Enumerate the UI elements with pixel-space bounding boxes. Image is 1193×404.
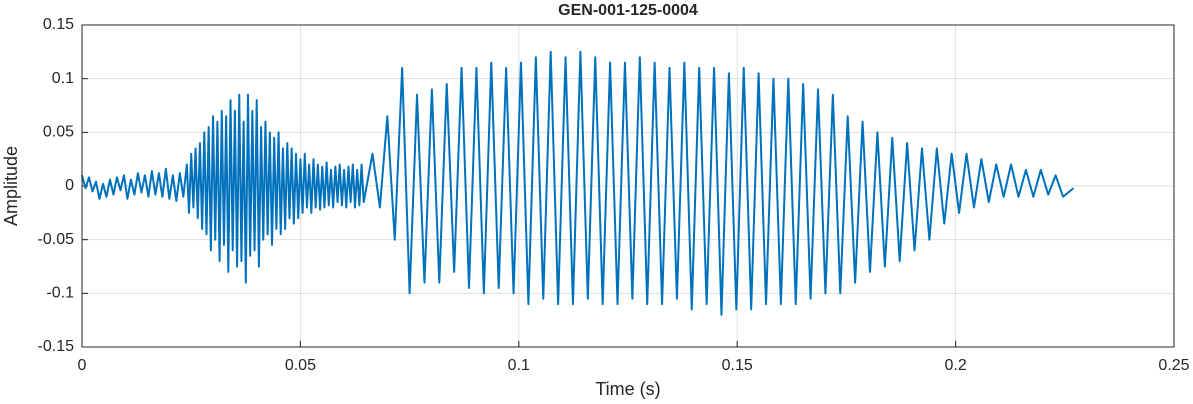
x-tick-label: 0.25 — [1158, 357, 1189, 374]
y-tick-label: 0.05 — [43, 124, 74, 141]
x-tick-label: 0.15 — [722, 357, 753, 374]
x-axis-label: Time (s) — [595, 379, 660, 399]
x-tick-label: 0.2 — [944, 357, 966, 374]
y-tick-label: -0.05 — [38, 231, 75, 248]
y-tick-label: 0.15 — [43, 16, 74, 33]
x-tick-label: 0.05 — [285, 357, 316, 374]
y-tick-label: 0 — [65, 177, 74, 194]
x-tick-label: 0 — [78, 357, 87, 374]
y-tick-label: 0.1 — [52, 70, 74, 87]
x-tick-label: 0.1 — [508, 357, 530, 374]
chart-title: GEN-001-125-0004 — [558, 2, 698, 19]
y-tick-label: -0.1 — [46, 285, 74, 302]
waveform-line — [81, 50, 1075, 316]
axes-box — [81, 24, 1175, 348]
y-axis-label: Amplitude — [1, 146, 21, 226]
y-tick-label: -0.15 — [38, 338, 75, 355]
